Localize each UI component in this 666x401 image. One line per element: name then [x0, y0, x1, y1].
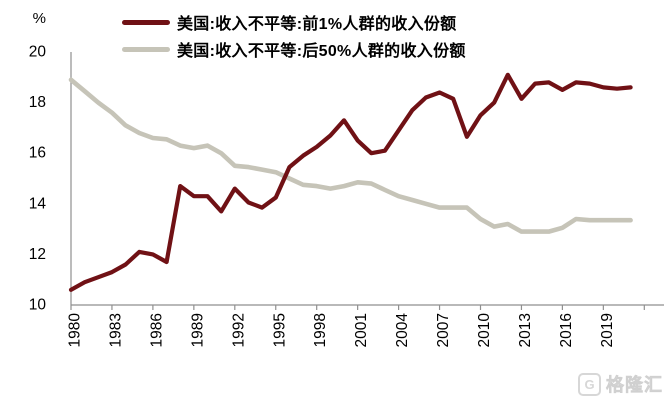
y-tick-label: 16 — [29, 145, 46, 162]
watermark: G 格隆汇 — [578, 371, 663, 397]
x-tick-label: 2013 — [517, 313, 534, 347]
x-tick-label: 1998 — [312, 313, 329, 347]
series-line-bottom50 — [68, 77, 633, 234]
y-tick-label: 14 — [29, 195, 47, 212]
y-tick-label: 18 — [29, 94, 46, 111]
legend-item-top1: 美国:收入不平等:前1%人群的收入份额 — [122, 9, 466, 35]
x-tick-label: 1986 — [148, 313, 165, 347]
x-tick-label: 2019 — [599, 313, 616, 347]
x-tick-label: 1992 — [230, 313, 247, 347]
y-tick-label: 20 — [29, 44, 47, 61]
x-tick-label: 2016 — [558, 313, 575, 347]
x-tick-label: 1989 — [189, 313, 206, 347]
x-tick-label: 2004 — [394, 313, 411, 348]
chart-legend: 美国:收入不平等:前1%人群的收入份额 美国:收入不平等:后50%人群的收入份额 — [122, 9, 466, 62]
y-axis-unit-label: % — [32, 10, 46, 27]
legend-swatch-bottom50-icon — [122, 46, 170, 52]
legend-swatch-top1-icon — [122, 19, 170, 25]
series-line-top1 — [68, 72, 633, 292]
watermark-text: 格隆汇 — [606, 375, 663, 396]
legend-label-top1: 美国:收入不平等:前1%人群的收入份额 — [177, 16, 457, 33]
x-tick-label: 2010 — [476, 313, 493, 348]
y-tick-label: 10 — [29, 297, 47, 314]
y-tick-label: 12 — [29, 246, 46, 263]
x-tick-label: 2001 — [353, 313, 370, 347]
x-tick-label: 1980 — [67, 313, 84, 348]
x-tick-label: 1983 — [107, 313, 124, 347]
watermark-logo-icon: G — [578, 372, 601, 396]
x-tick-label: 2007 — [435, 313, 452, 347]
legend-label-bottom50: 美国:收入不平等:后50%人群的收入份额 — [177, 43, 466, 60]
legend-item-bottom50: 美国:收入不平等:后50%人群的收入份额 — [122, 36, 466, 62]
x-tick-label: 1995 — [271, 313, 288, 347]
